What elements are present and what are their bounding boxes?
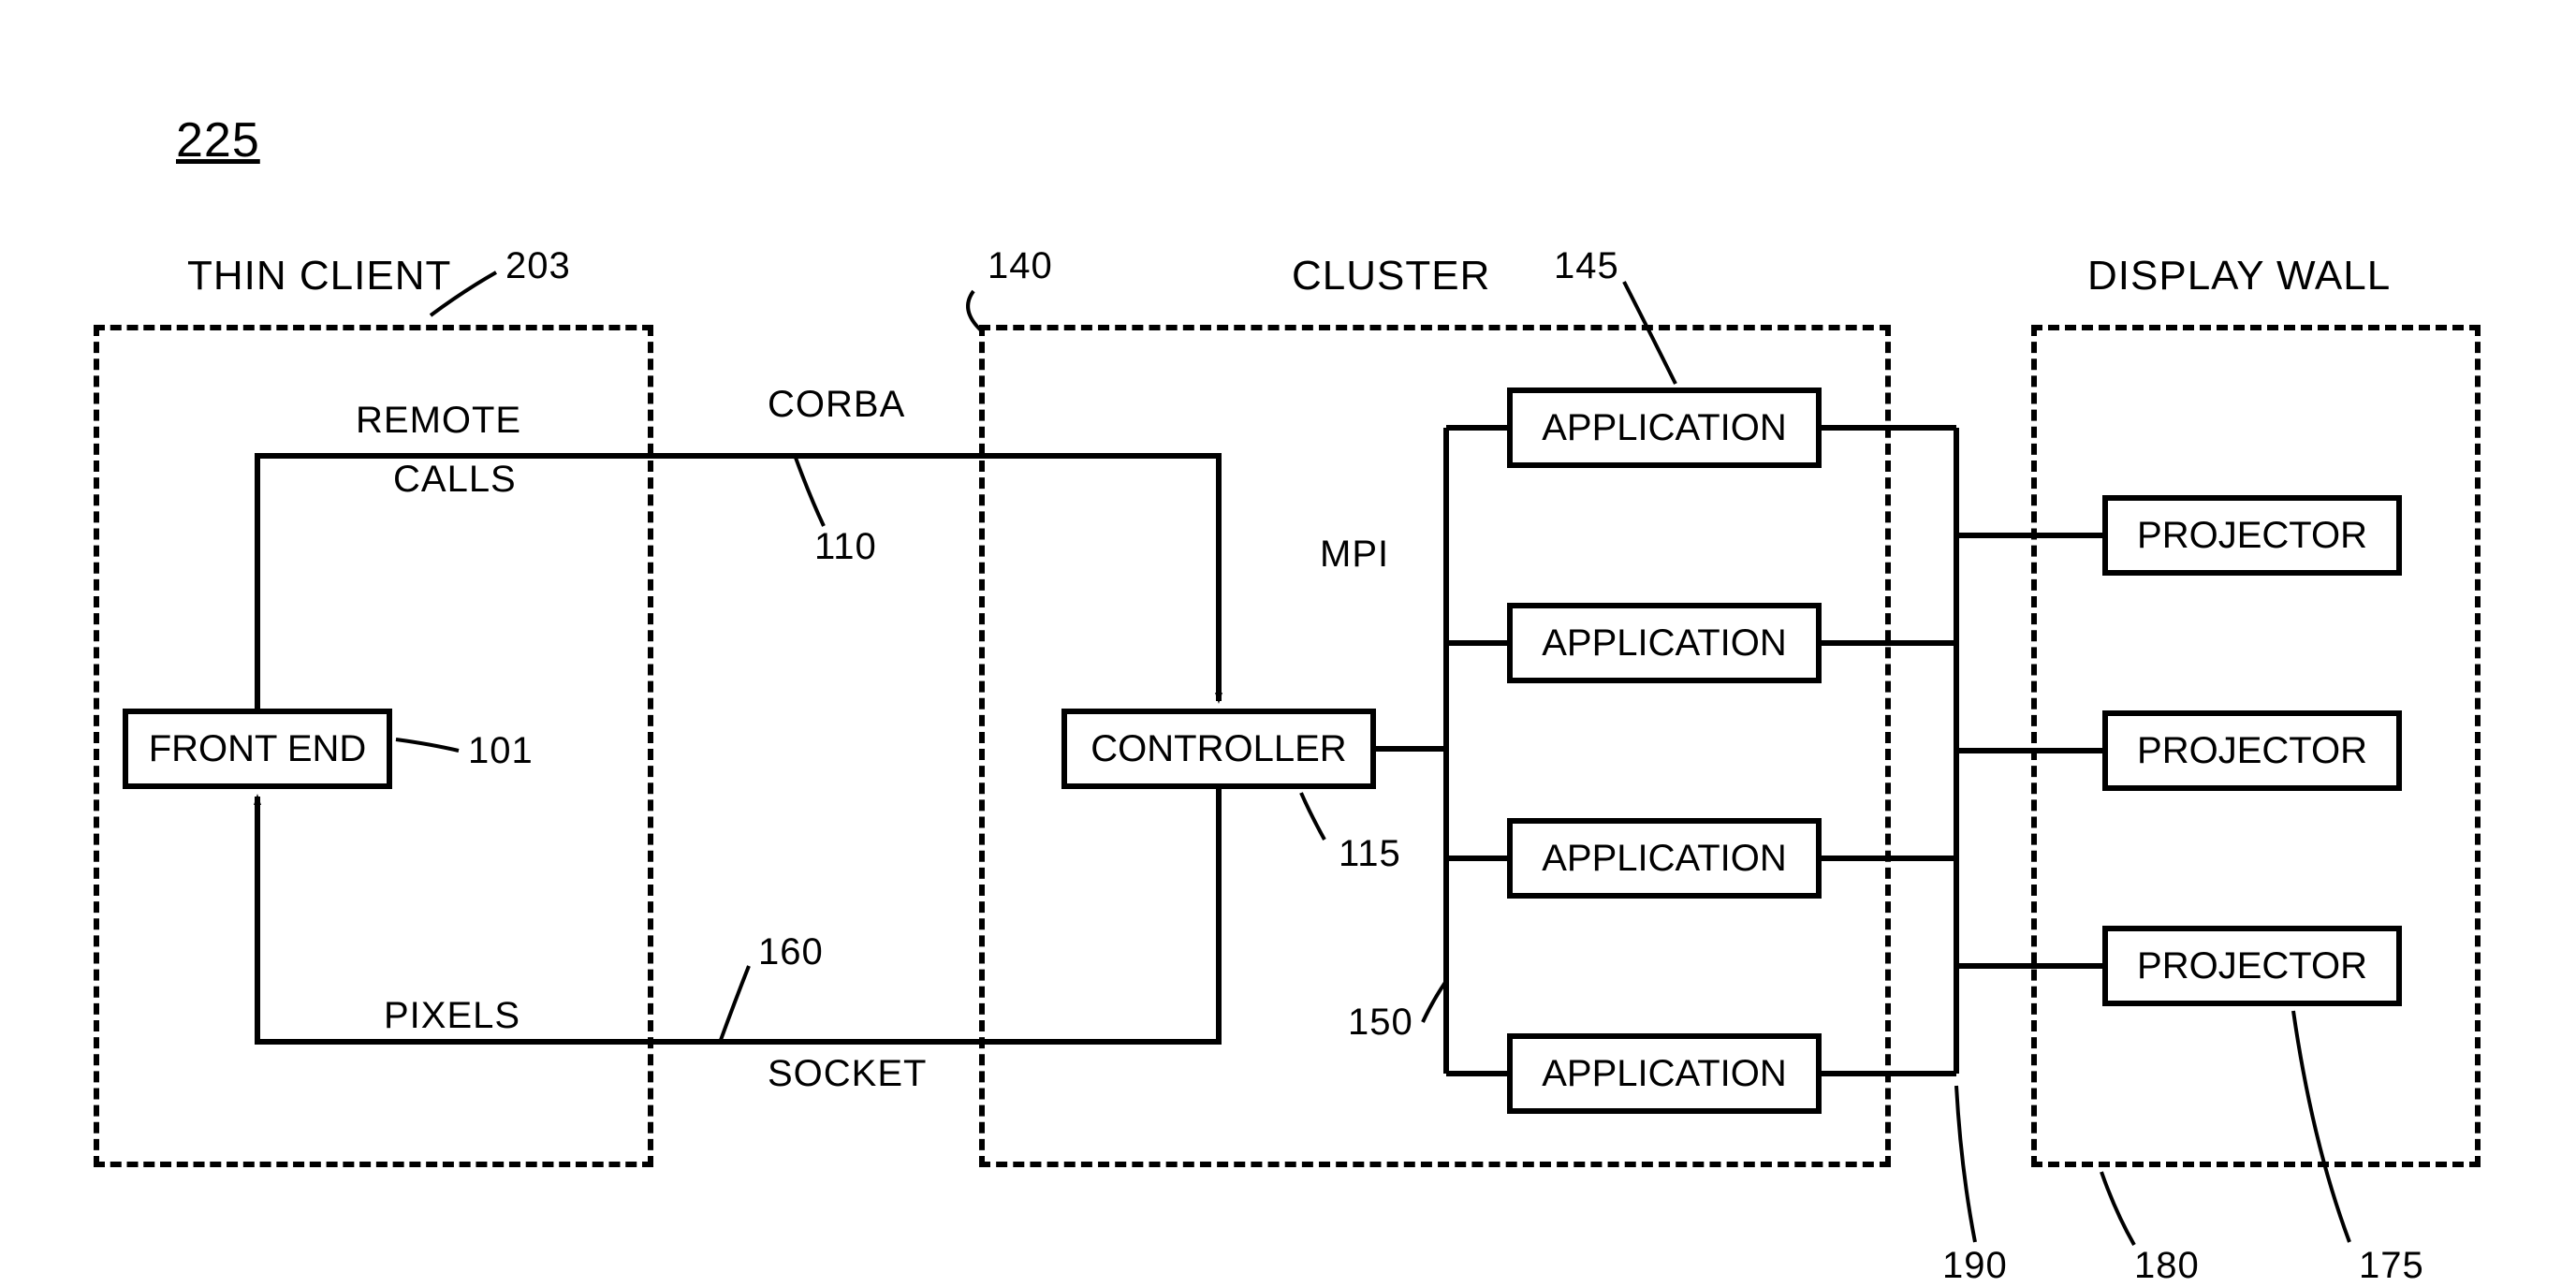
corba-label: CORBA (768, 384, 905, 426)
remote-label-bot: CALLS (393, 459, 517, 501)
ref-110: 110 (814, 526, 877, 568)
ref-150: 150 (1348, 1002, 1413, 1044)
ref-180: 180 (2134, 1245, 2200, 1287)
pixels-label: PIXELS (384, 995, 520, 1037)
ref-101: 101 (468, 730, 534, 772)
remote-label-top: REMOTE (356, 400, 521, 442)
ref-175: 175 (2359, 1245, 2424, 1287)
ref-115: 115 (1339, 833, 1401, 875)
ref-140: 140 (988, 245, 1053, 287)
connections-svg (0, 0, 2576, 1252)
ref-160: 160 (758, 931, 824, 973)
diagram-stage: 225 THIN CLIENT CLUSTER DISPLAY WALL FRO… (0, 0, 2576, 1252)
ref-145: 145 (1554, 245, 1619, 287)
ref-190: 190 (1942, 1245, 2008, 1287)
socket-label: SOCKET (768, 1053, 927, 1095)
ref-203: 203 (505, 245, 571, 287)
mpi-label: MPI (1320, 534, 1389, 576)
